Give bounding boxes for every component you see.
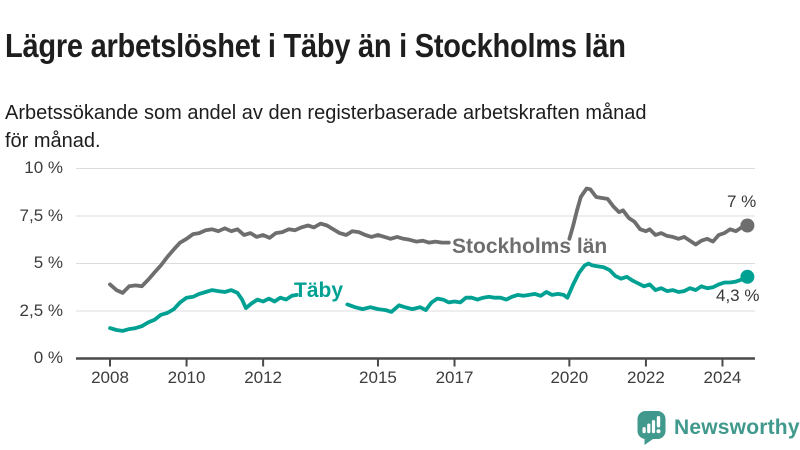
- y-axis-tick-label: 0 %: [33, 348, 63, 367]
- x-axis-tick-label: 2022: [626, 368, 665, 387]
- taby-line: [345, 261, 750, 314]
- end-value-label-stockholms-lan: 7 %: [727, 192, 757, 211]
- taby-end-dot: [740, 269, 755, 284]
- x-axis-tick-label: 2015: [359, 368, 397, 387]
- stockholm-line: [108, 221, 451, 295]
- stockholm-end-dot: [740, 218, 755, 233]
- series-label-stockholms-lan: Stockholms län: [452, 235, 608, 258]
- series-label-taby: Täby: [294, 279, 344, 302]
- x-axis-tick-label: 2020: [550, 368, 589, 387]
- y-axis-tick-label: 5 %: [33, 253, 63, 272]
- chart-subtitle: Arbetssökande som andel av den registerb…: [5, 99, 647, 155]
- x-axis-tick-label: 2017: [435, 368, 474, 387]
- subtitle-line-1: Arbetssökande som andel av den registerb…: [5, 102, 647, 124]
- x-axis-tick-label: 2010: [167, 368, 206, 387]
- end-value-label-taby: 4,3 %: [716, 286, 760, 305]
- y-axis-tick-label: 2,5 %: [19, 300, 63, 320]
- page-title: Lägre arbetslöshet i Täby än i Stockholm…: [5, 27, 626, 65]
- newsworthy-speech-bubble-chart-icon: [637, 411, 666, 445]
- stockholm-line: [567, 186, 750, 247]
- y-axis-tick-label: 10 %: [24, 158, 63, 177]
- taby-line: [108, 288, 299, 333]
- x-axis-tick-label: 2008: [91, 368, 129, 387]
- newsworthy-brand-name[interactable]: Newsworthy: [674, 416, 800, 439]
- y-axis-tick-label: 7,5 %: [19, 205, 63, 225]
- newsworthy-logo[interactable]: Newsworthy: [636, 410, 800, 446]
- x-axis-tick-label: 2012: [244, 368, 283, 387]
- subtitle-line-2: för månad.: [5, 130, 101, 152]
- x-axis-tick-label: 2024: [703, 368, 742, 387]
